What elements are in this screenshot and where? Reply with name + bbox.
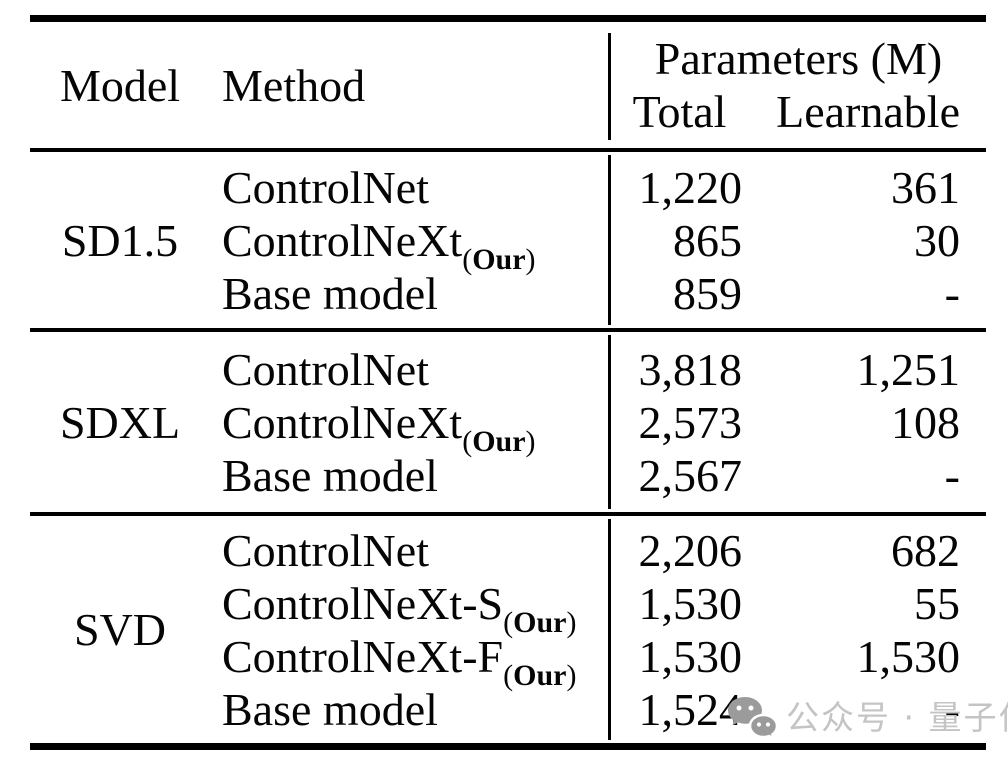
table-row: ControlNet 3,818 1,251 [30,343,986,396]
header-total: Total [632,86,727,137]
method-cell: Base model [222,683,608,736]
method-cell: ControlNeXt(Our) [222,396,608,458]
header-learnable: Learnable [776,86,960,137]
method-cell: ControlNet [222,524,608,577]
total-value: 859 [673,267,742,319]
header-parameters-group: Parameters (M) Total Learnable [611,32,986,138]
method-cell: Base model [222,449,608,502]
table-row: ControlNet 2,206 682 [30,524,986,577]
learnable-value: 108 [891,396,960,448]
table-top-rule [30,15,986,22]
total-value: 1,530 [638,577,743,629]
table-header: Model Method Parameters (M) Total Learna… [30,22,986,148]
table-row: ControlNeXt(Our) 865 30 [30,214,986,276]
method-name: ControlNeXt [222,214,463,266]
group-svd: SVD ControlNet 2,206 682 ControlNeXt-S(O… [30,516,986,743]
method-cell: ControlNeXt-S(Our) [222,577,608,639]
learnable-value: 1,251 [856,343,961,395]
column-divider [608,519,611,740]
method-name: Base model [222,267,438,319]
group-rule [30,328,986,332]
total-value: 2,206 [638,524,743,576]
total-value: 865 [673,214,742,266]
learnable-value: 30 [914,214,960,266]
learnable-value: - [944,267,960,319]
group-sdxl: SDXL ControlNet 3,818 1,251 ControlNeXt(… [30,332,986,512]
table-row: ControlNeXt-F(Our) 1,530 1,530 [30,630,986,692]
total-value: 3,818 [638,343,743,395]
header-model: Model [59,59,181,111]
model-label: SDXL [59,396,181,448]
learnable-value: 682 [891,524,960,576]
column-divider [608,155,611,325]
header-subcolumns: Total Learnable [611,85,986,138]
model-label: SVD [73,604,167,655]
method-cell: ControlNet [222,161,608,214]
column-divider [608,33,611,140]
method-cell: ControlNeXt(Our) [222,214,608,276]
header-method: Method [222,59,366,111]
method-subscript: (Our) [503,658,577,692]
table-row: Base model 1,524 - [30,683,986,736]
watermark-text: 公众号 · 量子位 [786,698,1008,737]
header-parameters: Parameters (M) [654,33,943,84]
method-name: ControlNet [222,161,429,213]
total-value: 2,573 [638,396,743,448]
method-subscript: (Our) [462,424,536,458]
table-row: ControlNet 1,220 361 [30,161,986,214]
method-name: Base model [222,449,438,501]
wechat-icon [728,697,778,741]
model-label: SD1.5 [61,214,179,266]
method-name: ControlNeXt [222,396,463,448]
total-value: 1,530 [638,630,743,682]
method-name: ControlNet [222,524,429,576]
learnable-value: - [944,449,960,501]
total-value: 1,524 [638,683,743,735]
group-sd15: SD1.5 ControlNet 1,220 361 ControlNeXt(O… [30,152,986,328]
learnable-value: - [944,683,960,735]
table-bottom-rule [30,743,986,750]
group-rule [30,512,986,516]
total-value: 1,220 [638,161,743,213]
watermark: 公众号 · 量子位 [726,694,1008,742]
column-divider [608,335,611,509]
learnable-value: 1,530 [856,630,961,682]
table-row: Base model 2,567 - [30,449,986,502]
method-cell: Base model [222,267,608,320]
method-subscript: (Our) [462,242,536,276]
method-name: ControlNeXt-S [222,577,504,629]
header-rule [30,148,986,152]
table-row: ControlNeXt-S(Our) 1,530 55 [30,577,986,639]
parameters-table: Model Method Parameters (M) Total Learna… [30,15,986,750]
method-name: ControlNet [222,343,429,395]
method-subscript: (Our) [503,605,577,639]
table-row: Base model 859 - [30,267,986,320]
total-value: 2,567 [638,449,743,501]
table-row: ControlNeXt(Our) 2,573 108 [30,396,986,458]
method-cell: ControlNet [222,343,608,396]
method-name: Base model [222,683,438,735]
method-name: ControlNeXt-F [222,630,504,682]
method-cell: ControlNeXt-F(Our) [222,630,608,692]
learnable-value: 361 [891,161,960,213]
learnable-value: 55 [914,577,960,629]
